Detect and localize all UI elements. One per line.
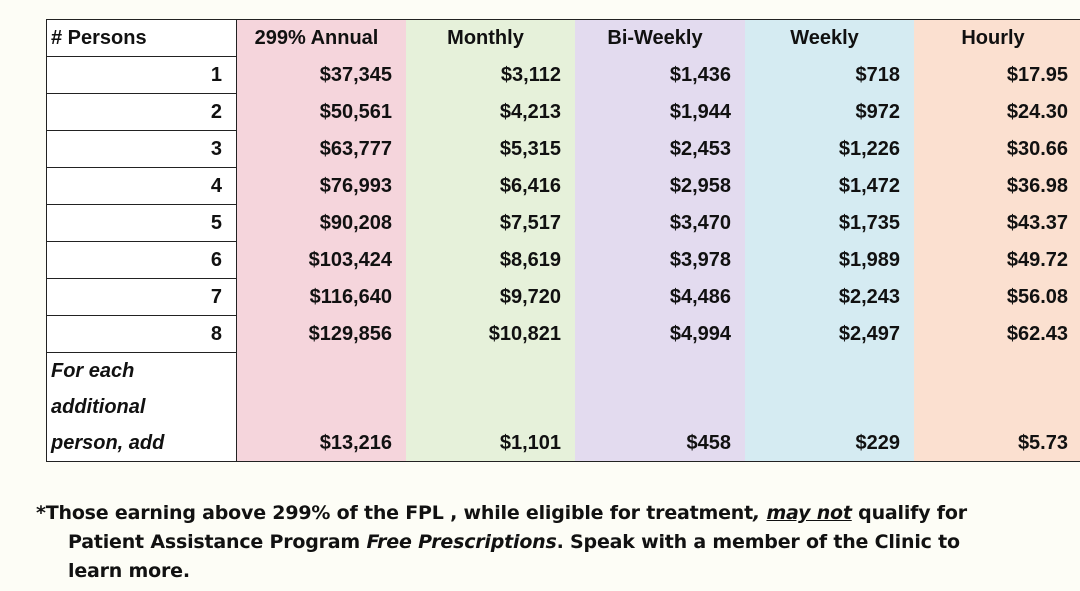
hourly-cell: $43.37 — [914, 204, 1080, 242]
income-table: # Persons 299% Annual Monthly Bi-Weekly … — [46, 19, 1080, 462]
weekly-cell: $1,989 — [745, 241, 914, 279]
annual-cell: $116,640 — [236, 278, 406, 316]
additional-person-row: For each additional person, add $13,216 $1… — [46, 352, 1080, 462]
header-annual: 299% Annual — [236, 19, 406, 57]
table-row: 6 $103,424 $8,619 $3,978 $1,989 $49.72 — [46, 241, 1080, 279]
annual-cell: $63,777 — [236, 130, 406, 168]
footnote-free-prescriptions: Free Prescriptions — [366, 531, 557, 553]
weekly-cell: $1,472 — [745, 167, 914, 205]
header-weekly: Weekly — [745, 19, 914, 57]
footnote-line3: learn more. — [68, 560, 190, 582]
biweekly-cell: $4,486 — [575, 278, 745, 316]
table-row: 7 $116,640 $9,720 $4,486 $2,243 $56.08 — [46, 278, 1080, 316]
additional-annual-cell: $13,216 — [236, 352, 406, 462]
table-row: 3 $63,777 $5,315 $2,453 $1,226 $30.66 — [46, 130, 1080, 168]
persons-cell: 3 — [46, 130, 237, 168]
weekly-cell: $2,497 — [745, 315, 914, 353]
persons-cell: 1 — [46, 56, 237, 94]
additional-biweekly-cell: $458 — [575, 352, 745, 462]
header-row: # Persons 299% Annual Monthly Bi-Weekly … — [46, 19, 1080, 57]
biweekly-cell: $2,453 — [575, 130, 745, 168]
footnote-text: qualify for — [851, 502, 967, 524]
biweekly-cell: $1,436 — [575, 56, 745, 94]
weekly-cell: $972 — [745, 93, 914, 131]
monthly-cell: $5,315 — [406, 130, 575, 168]
biweekly-cell: $2,958 — [575, 167, 745, 205]
footnote-may-not: may not — [766, 502, 852, 524]
persons-cell: 8 — [46, 315, 237, 353]
additional-label-line1: For each — [51, 360, 135, 382]
weekly-cell: $718 — [745, 56, 914, 94]
hourly-cell: $24.30 — [914, 93, 1080, 131]
monthly-cell: $9,720 — [406, 278, 575, 316]
additional-weekly-cell: $229 — [745, 352, 914, 462]
annual-cell: $37,345 — [236, 56, 406, 94]
monthly-cell: $4,213 — [406, 93, 575, 131]
hourly-cell: $49.72 — [914, 241, 1080, 279]
footnote-line2: Patient Assistance Program Free Prescrip… — [36, 528, 1066, 557]
annual-cell: $90,208 — [236, 204, 406, 242]
header-persons: # Persons — [46, 19, 237, 57]
biweekly-cell: $1,944 — [575, 93, 745, 131]
additional-hourly-cell: $5.73 — [914, 352, 1080, 462]
table-row: 4 $76,993 $6,416 $2,958 $1,472 $36.98 — [46, 167, 1080, 205]
monthly-cell: $6,416 — [406, 167, 575, 205]
footnote-line1: *Those earning above 299% of the FPL , w… — [36, 499, 1066, 528]
footnote-text: . Speak with a member of the Clinic to — [556, 531, 960, 553]
weekly-cell: $1,226 — [745, 130, 914, 168]
annual-cell: $76,993 — [236, 167, 406, 205]
monthly-cell: $8,619 — [406, 241, 575, 279]
biweekly-cell: $3,978 — [575, 241, 745, 279]
persons-cell: 6 — [46, 241, 237, 279]
persons-cell: 7 — [46, 278, 237, 316]
table-row: 5 $90,208 $7,517 $3,470 $1,735 $43.37 — [46, 204, 1080, 242]
header-monthly: Monthly — [406, 19, 575, 57]
hourly-cell: $17.95 — [914, 56, 1080, 94]
footnote: *Those earning above 299% of the FPL , w… — [36, 499, 1066, 586]
persons-cell: 4 — [46, 167, 237, 205]
hourly-cell: $56.08 — [914, 278, 1080, 316]
table-row: 8 $129,856 $10,821 $4,994 $2,497 $62.43 — [46, 315, 1080, 353]
footnote-text: *Those earning above 299% of the FPL , w… — [36, 502, 754, 524]
annual-cell: $129,856 — [236, 315, 406, 353]
footnote-text: Patient Assistance Program — [68, 531, 367, 553]
biweekly-cell: $3,470 — [575, 204, 745, 242]
monthly-cell: $10,821 — [406, 315, 575, 353]
header-biweekly: Bi-Weekly — [575, 19, 745, 57]
footnote-comma: , — [753, 502, 767, 524]
biweekly-cell: $4,994 — [575, 315, 745, 353]
header-hourly: Hourly — [914, 19, 1080, 57]
additional-label-line3: person, add — [51, 432, 165, 454]
hourly-cell: $62.43 — [914, 315, 1080, 353]
persons-cell: 2 — [46, 93, 237, 131]
monthly-cell: $3,112 — [406, 56, 575, 94]
additional-person-label: For each additional person, add — [46, 352, 237, 462]
additional-label-line2: additional — [51, 396, 146, 418]
persons-cell: 5 — [46, 204, 237, 242]
weekly-cell: $1,735 — [745, 204, 914, 242]
table-row: 1 $37,345 $3,112 $1,436 $718 $17.95 — [46, 56, 1080, 94]
monthly-cell: $7,517 — [406, 204, 575, 242]
additional-monthly-cell: $1,101 — [406, 352, 575, 462]
hourly-cell: $36.98 — [914, 167, 1080, 205]
hourly-cell: $30.66 — [914, 130, 1080, 168]
annual-cell: $103,424 — [236, 241, 406, 279]
annual-cell: $50,561 — [236, 93, 406, 131]
weekly-cell: $2,243 — [745, 278, 914, 316]
table-row: 2 $50,561 $4,213 $1,944 $972 $24.30 — [46, 93, 1080, 131]
